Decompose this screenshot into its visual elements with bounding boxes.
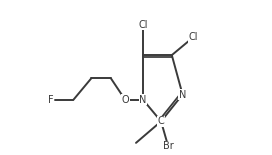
Text: N: N	[140, 95, 147, 105]
Text: N: N	[179, 90, 186, 100]
Text: Cl: Cl	[138, 20, 148, 30]
Text: Cl: Cl	[188, 32, 198, 42]
Text: C: C	[158, 116, 165, 126]
Text: Br: Br	[163, 142, 174, 151]
Text: F: F	[48, 95, 54, 105]
Text: O: O	[121, 95, 129, 105]
